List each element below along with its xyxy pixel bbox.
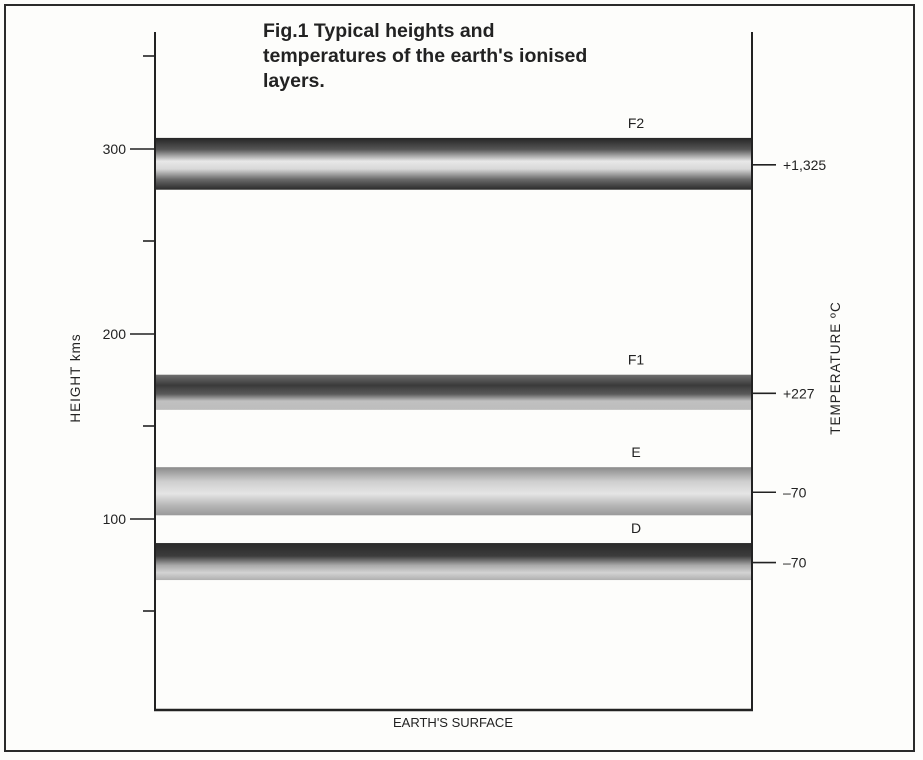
- caption-line-1: Fig.1 Typical heights and: [263, 20, 495, 42]
- layer-e-band: [156, 467, 752, 516]
- temperature-value-f1: +227: [783, 385, 815, 401]
- height-label-300: 300: [103, 141, 127, 157]
- height-axis-title: HEIGHT kms: [68, 333, 83, 422]
- height-axis-ticks: [130, 55, 155, 612]
- layer-f2-band: [156, 137, 752, 190]
- temperature-ticks: +1,325 +227 –70 –70: [752, 157, 826, 571]
- temperature-value-f2: +1,325: [783, 157, 826, 173]
- earth-surface-label: EARTH'S SURFACE: [393, 715, 513, 730]
- layer-f2-label: F2: [628, 115, 645, 131]
- layer-f1-band: [156, 374, 752, 410]
- caption-line-2: temperatures of the earth's ionised: [263, 45, 588, 67]
- ionised-layers: F2 F1 E D: [156, 115, 752, 581]
- temperature-axis-title: TEMPERATURE ºC: [828, 301, 843, 434]
- caption-line-3: layers.: [263, 70, 325, 92]
- temperature-value-e: –70: [783, 484, 807, 500]
- layer-f1-label: F1: [628, 352, 645, 368]
- figure-caption: Fig.1 Typical heights and temperatures o…: [263, 19, 683, 94]
- temperature-value-d: –70: [783, 555, 807, 571]
- layer-d-label: D: [631, 520, 641, 536]
- layer-e-label: E: [631, 444, 640, 460]
- layer-d-band: [156, 543, 752, 581]
- height-label-200: 200: [103, 326, 127, 342]
- height-label-100: 100: [103, 511, 127, 527]
